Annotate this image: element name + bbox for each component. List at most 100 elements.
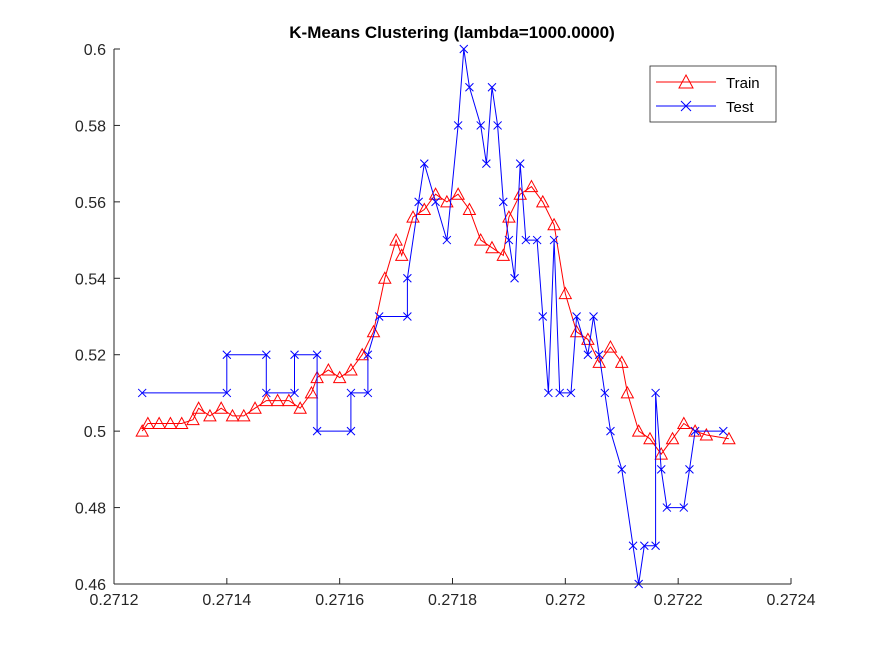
train-point <box>152 416 166 429</box>
test-point <box>222 388 232 398</box>
train-point <box>203 408 217 422</box>
test-point <box>476 121 486 130</box>
test-point <box>628 541 638 551</box>
y-tick-label: 0.5 <box>84 424 106 441</box>
plot-area <box>114 49 791 584</box>
test-point <box>651 388 660 398</box>
train-point <box>344 362 358 376</box>
test-point <box>532 235 542 245</box>
test-point <box>690 426 700 436</box>
test-point <box>594 350 604 360</box>
legend-train-marker <box>678 73 694 89</box>
train-point <box>440 194 454 208</box>
test-point <box>222 350 232 360</box>
y-tick-label: 0.46 <box>75 577 106 594</box>
train-point <box>654 447 669 460</box>
test-point <box>510 273 519 283</box>
train-point <box>620 385 635 399</box>
train-point <box>547 217 561 231</box>
test-point <box>521 235 531 245</box>
train-point <box>389 233 403 246</box>
train-point <box>603 340 618 353</box>
x-tick-label: 0.2722 <box>654 592 703 609</box>
train-point <box>174 416 189 429</box>
test-point <box>290 388 299 398</box>
test-point <box>261 388 271 398</box>
y-ticks: 0.46 0.48 0.5 0.52 0.54 0.56 0.58 0.6 <box>75 42 120 594</box>
test-point <box>639 541 649 551</box>
train-point <box>186 412 200 426</box>
test-point <box>572 312 581 321</box>
train-point <box>631 424 646 437</box>
legend-test-marker <box>680 100 692 112</box>
test-point <box>617 465 627 474</box>
legend: Train Test <box>649 65 777 123</box>
test-point <box>504 235 514 245</box>
train-point <box>496 248 511 261</box>
train-point <box>141 416 155 429</box>
train-point <box>614 355 629 368</box>
x-ticks: 0.2712 0.2714 0.2716 0.2718 0.272 0.2722 0.272… <box>90 578 816 609</box>
test-point <box>481 159 491 168</box>
test-point <box>566 388 576 398</box>
test-point <box>600 388 610 398</box>
train-point <box>135 424 150 437</box>
legend-train-label: Train <box>726 75 760 92</box>
y-tick-label: 0.6 <box>84 42 106 59</box>
train-point <box>473 233 488 246</box>
train-series-line <box>141 185 729 455</box>
test-point <box>453 121 463 130</box>
train-point <box>394 248 409 261</box>
train-point <box>293 401 308 414</box>
test-point <box>718 426 728 436</box>
train-point <box>722 431 736 445</box>
train-point <box>236 408 251 422</box>
train-point <box>270 393 285 407</box>
test-point <box>549 235 559 245</box>
test-point <box>656 465 666 474</box>
y-tick-label: 0.48 <box>75 501 106 518</box>
test-point <box>419 159 429 168</box>
test-point <box>465 82 474 92</box>
train-point <box>332 370 347 384</box>
train-point <box>259 393 274 407</box>
test-point <box>685 465 694 474</box>
x-tick-label: 0.2718 <box>428 592 477 609</box>
train-point <box>485 240 499 254</box>
test-point <box>662 503 672 512</box>
test-point <box>515 159 525 168</box>
train-point <box>535 194 550 208</box>
train-point <box>163 416 178 429</box>
test-point <box>544 388 553 398</box>
test-point <box>589 312 598 321</box>
chart-title: K-Means Clustering (lambda=1000.0000) <box>289 23 614 42</box>
test-point <box>606 426 615 436</box>
train-point <box>304 385 319 399</box>
y-tick-label: 0.56 <box>75 195 106 212</box>
test-point <box>431 197 440 207</box>
test-point <box>312 350 322 360</box>
test-point <box>583 350 593 360</box>
train-point <box>524 179 539 193</box>
series-layer <box>135 44 736 589</box>
test-point <box>312 426 322 436</box>
train-point <box>513 187 528 200</box>
test-point <box>261 350 271 360</box>
test-point <box>137 388 147 398</box>
test-point <box>363 350 373 360</box>
y-tick-label: 0.58 <box>75 118 106 135</box>
train-point <box>248 401 262 414</box>
train-point <box>643 431 657 445</box>
train-point <box>676 416 691 429</box>
test-point <box>414 197 424 207</box>
train-point <box>462 202 477 215</box>
train-point <box>665 431 680 445</box>
train-point <box>428 187 443 200</box>
train-point <box>558 286 573 300</box>
test-point <box>555 388 565 398</box>
test-point <box>346 426 356 436</box>
train-point <box>581 332 595 345</box>
test-point <box>459 44 469 54</box>
x-tick-label: 0.272 <box>545 592 585 609</box>
